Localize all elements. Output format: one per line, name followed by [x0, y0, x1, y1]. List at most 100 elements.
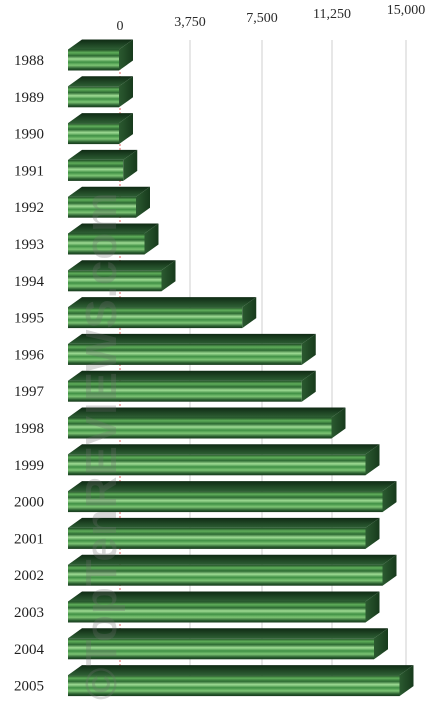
x-tick-label: 11,250	[313, 7, 351, 22]
y-tick-label: 1999	[14, 458, 44, 474]
bar-end-face	[374, 628, 388, 660]
bar-end-face	[136, 186, 150, 218]
bar-top-face	[68, 370, 316, 381]
bar-top-face	[68, 297, 257, 308]
bar-top-face	[68, 76, 133, 87]
bar-end-face	[399, 665, 414, 697]
bar-1999	[68, 444, 380, 476]
bar-front-face	[68, 233, 145, 255]
y-tick-label: 2002	[14, 568, 44, 584]
bar-top-face	[68, 517, 380, 528]
bar-front-face	[68, 454, 366, 476]
bar-top-face	[68, 628, 388, 639]
y-tick-label: 2003	[14, 605, 44, 621]
bar-front-face	[68, 270, 162, 292]
bar-2001	[68, 517, 380, 549]
bar-front-face	[68, 417, 332, 439]
bar-2002	[68, 554, 397, 586]
bar-1989	[68, 76, 133, 108]
y-tick-label: 1995	[14, 311, 44, 327]
x-tick-label: 15,000	[387, 3, 426, 18]
y-tick-label: 1997	[14, 384, 45, 400]
bar-1995	[68, 297, 257, 329]
bar-end-face	[331, 407, 346, 439]
x-tick-label: 3,750	[174, 15, 206, 30]
bars	[68, 39, 414, 697]
bar-front-face	[68, 307, 243, 329]
bar-end-face	[301, 370, 316, 402]
bar-1996	[68, 333, 316, 365]
bar-end-face	[365, 444, 380, 476]
bar-top-face	[68, 223, 159, 234]
bar-top-face	[68, 591, 380, 602]
bar-top-face	[68, 665, 414, 676]
bar-top-face	[68, 481, 397, 492]
bar-end-face	[161, 260, 176, 292]
bar-1994	[68, 260, 176, 292]
bar-front-face	[68, 601, 366, 623]
bar-end-face	[119, 39, 133, 71]
bar-front-face	[68, 638, 374, 660]
bar-1993	[68, 223, 159, 255]
bar-front-face	[68, 675, 400, 697]
bar-2004	[68, 628, 388, 660]
bar-1998	[68, 407, 346, 439]
y-tick-label: 2001	[14, 531, 44, 547]
bar-top-face	[68, 186, 150, 197]
bar-front-face	[68, 159, 124, 181]
y-tick-label: 1991	[14, 163, 44, 179]
y-axis: 1988 1989 1990 1991 1992 1993 1994 1995 1996 1997…	[14, 53, 45, 695]
bar-1988	[68, 39, 133, 71]
watermark-text: ©TopTenREVIEWS.com	[77, 192, 126, 700]
bar-top-face	[68, 260, 176, 271]
bar-front-face	[68, 196, 136, 218]
bar-top-face	[68, 113, 133, 124]
bar-front-face	[68, 491, 383, 513]
bar-top-face	[68, 333, 316, 344]
bar-end-face	[119, 113, 133, 145]
x-tick-label: 7,500	[246, 11, 278, 26]
bar-2000	[68, 481, 397, 513]
bar-top-face	[68, 149, 138, 160]
bar-1990	[68, 113, 133, 145]
y-tick-label: 1998	[14, 421, 44, 437]
bar-end-face	[382, 481, 397, 513]
bar-end-face	[301, 333, 316, 365]
bar-end-face	[365, 591, 380, 623]
bar-2005	[68, 665, 414, 697]
bar-front-face	[68, 527, 366, 549]
y-tick-label: 1988	[14, 53, 44, 69]
bar-top-face	[68, 444, 380, 455]
bar-end-face	[365, 517, 380, 549]
x-tick-label: 0	[117, 19, 124, 34]
bar-top-face	[68, 554, 397, 565]
y-tick-label: 2000	[14, 495, 44, 511]
bar-end-face	[144, 223, 159, 255]
bar-end-face	[242, 297, 257, 329]
x-axis: 0 3,750 7,500 11,250 15,000	[117, 3, 426, 34]
bar-top-face	[68, 407, 346, 418]
bar-1992	[68, 186, 150, 218]
watermark: ©TopTenREVIEWS.com	[77, 192, 126, 700]
y-tick-label: 2005	[14, 679, 44, 695]
y-tick-label: 1996	[14, 347, 45, 363]
y-tick-label: 1989	[14, 90, 44, 106]
y-tick-label: 2004	[14, 642, 45, 658]
bar-end-face	[123, 149, 138, 181]
bar-top-face	[68, 39, 133, 50]
y-tick-label: 1993	[14, 237, 44, 253]
bar-2003	[68, 591, 380, 623]
bar-front-face	[68, 86, 119, 108]
bar-front-face	[68, 123, 119, 145]
y-tick-label: 1992	[14, 200, 44, 216]
bar-front-face	[68, 564, 383, 586]
bar-1991	[68, 149, 138, 181]
bar-front-face	[68, 343, 302, 365]
bar-front-face	[68, 49, 119, 71]
bar-end-face	[119, 76, 133, 108]
y-tick-label: 1990	[14, 127, 44, 143]
y-tick-label: 1994	[14, 274, 45, 290]
bar-front-face	[68, 380, 302, 402]
bar-1997	[68, 370, 316, 402]
